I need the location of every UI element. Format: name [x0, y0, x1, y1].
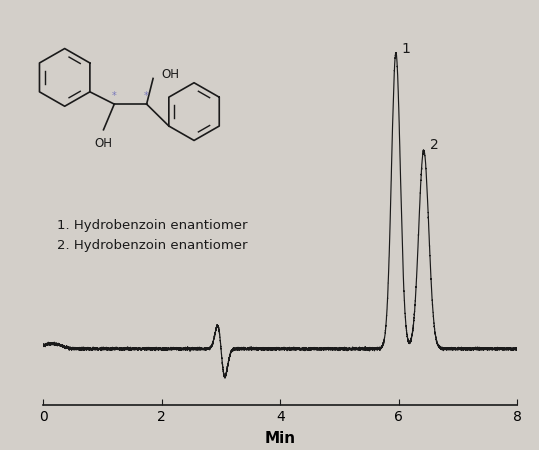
Text: 1: 1: [402, 42, 411, 56]
Text: OH: OH: [162, 68, 179, 81]
Text: OH: OH: [94, 137, 113, 150]
Text: *: *: [112, 91, 116, 101]
Text: *: *: [144, 91, 149, 101]
Text: 2: 2: [430, 138, 438, 153]
Text: 1. Hydrobenzoin enantiomer
2. Hydrobenzoin enantiomer: 1. Hydrobenzoin enantiomer 2. Hydrobenzo…: [57, 219, 248, 252]
X-axis label: Min: Min: [265, 431, 296, 446]
